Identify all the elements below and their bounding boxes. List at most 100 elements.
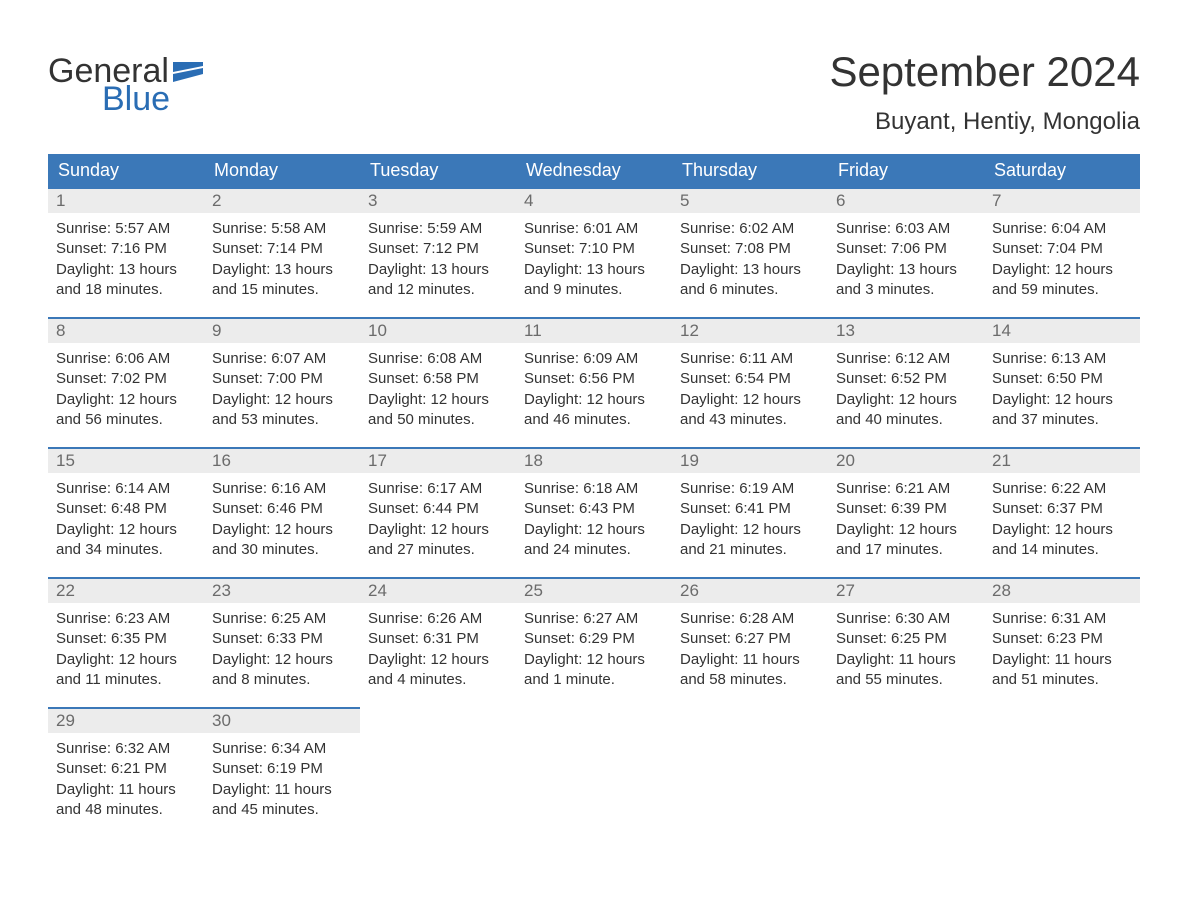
daylight-line: Daylight: 11 hours and 45 minutes.: [212, 780, 352, 821]
day-number: 29: [56, 711, 75, 730]
day-content: Sunrise: 6:13 AMSunset: 6:50 PMDaylight:…: [984, 343, 1140, 434]
calendar-cell: 18Sunrise: 6:18 AMSunset: 6:43 PMDayligh…: [516, 447, 672, 577]
calendar-row: 8Sunrise: 6:06 AMSunset: 7:02 PMDaylight…: [48, 317, 1140, 447]
weekday-header: Monday: [204, 154, 360, 187]
day-number-row: 23: [204, 577, 360, 603]
sunrise-line: Sunrise: 6:30 AM: [836, 609, 976, 629]
day-content: Sunrise: 5:59 AMSunset: 7:12 PMDaylight:…: [360, 213, 516, 304]
sunrise-line: Sunrise: 6:09 AM: [524, 349, 664, 369]
day-number: 19: [680, 451, 699, 470]
calendar-cell: 16 Sunrise: 6:16 AMSunset: 6:46 PMDayligh…: [204, 447, 360, 577]
calendar-body: 1Sunrise: 5:57 AMSunset: 7:16 PMDaylight…: [48, 187, 1140, 837]
day-content: Sunrise: 6:19 AMSunset: 6:41 PMDaylight:…: [672, 473, 828, 564]
calendar-cell: 4Sunrise: 6:01 AMSunset: 7:10 PMDaylight…: [516, 187, 672, 317]
day-number: 22: [56, 581, 75, 600]
daylight-line: Daylight: 11 hours and 51 minutes.: [992, 650, 1132, 691]
calendar-cell: 17 Sunrise: 6:17 AMSunset: 6:44 PMDayligh…: [360, 447, 516, 577]
daylight-line: Daylight: 13 hours and 18 minutes.: [56, 260, 196, 301]
day-number: 30: [212, 711, 231, 730]
day-number-row: 18: [516, 447, 672, 473]
day-content: Sunrise: 6:14 AMSunset: 6:48 PMDaylight:…: [48, 473, 204, 564]
sunrise-line: Sunrise: 6:17 AM: [368, 479, 508, 499]
weekday-header: Friday: [828, 154, 984, 187]
calendar-row: 15Sunrise: 6:14 AMSunset: 6:48 PMDayligh…: [48, 447, 1140, 577]
calendar-cell: 25Sunrise: 6:27 AMSunset: 6:29 PMDayligh…: [516, 577, 672, 707]
sunrise-line: Sunrise: 6:04 AM: [992, 219, 1132, 239]
day-number: 21: [992, 451, 1011, 470]
daylight-line: Daylight: 13 hours and 9 minutes.: [524, 260, 664, 301]
day-number-row: 5: [672, 187, 828, 213]
day-number: 20: [836, 451, 855, 470]
day-number: 26: [680, 581, 699, 600]
calendar-cell: 11Sunrise: 6:09 AMSunset: 6:56 PMDayligh…: [516, 317, 672, 447]
sunrise-line: Sunrise: 5:57 AM: [56, 219, 196, 239]
daylight-line: Daylight: 12 hours and 14 minutes.: [992, 520, 1132, 561]
daylight-line: Daylight: 12 hours and 8 minutes.: [212, 650, 352, 691]
sunrise-line: Sunrise: 6:34 AM: [212, 739, 352, 759]
day-content: Sunrise: 6:04 AMSunset: 7:04 PMDaylight:…: [984, 213, 1140, 304]
sunset-line: Sunset: 7:06 PM: [836, 239, 976, 259]
day-content: Sunrise: 5:58 AMSunset: 7:14 PMDaylight:…: [204, 213, 360, 304]
calendar-cell: 12Sunrise: 6:11 AMSunset: 6:54 PMDayligh…: [672, 317, 828, 447]
day-content: Sunrise: 6:34 AMSunset: 6:19 PMDaylight:…: [204, 733, 360, 824]
sunrise-line: Sunrise: 6:32 AM: [56, 739, 196, 759]
day-number-row: 24: [360, 577, 516, 603]
day-number: 16: [212, 451, 231, 470]
daylight-line: Daylight: 13 hours and 3 minutes.: [836, 260, 976, 301]
day-number: 23: [212, 581, 231, 600]
day-number-row: 25: [516, 577, 672, 603]
day-number: 24: [368, 581, 387, 600]
sunset-line: Sunset: 6:31 PM: [368, 629, 508, 649]
daylight-line: Daylight: 12 hours and 50 minutes.: [368, 390, 508, 431]
calendar-header-row: SundayMondayTuesdayWednesdayThursdayFrid…: [48, 154, 1140, 187]
day-content: Sunrise: 6:02 AMSunset: 7:08 PMDaylight:…: [672, 213, 828, 304]
day-number: 6: [836, 191, 845, 210]
calendar-cell: 1Sunrise: 5:57 AMSunset: 7:16 PMDaylight…: [48, 187, 204, 317]
sunrise-line: Sunrise: 6:01 AM: [524, 219, 664, 239]
day-number: 3: [368, 191, 377, 210]
day-content: Sunrise: 6:16 AMSunset: 6:46 PMDaylight:…: [204, 473, 360, 564]
day-number: 7: [992, 191, 1001, 210]
day-number-row: 22: [48, 577, 204, 603]
sunrise-line: Sunrise: 6:26 AM: [368, 609, 508, 629]
sunrise-line: Sunrise: 6:08 AM: [368, 349, 508, 369]
day-number: 5: [680, 191, 689, 210]
sunset-line: Sunset: 6:50 PM: [992, 369, 1132, 389]
calendar-cell: 29Sunrise: 6:32 AMSunset: 6:21 PMDayligh…: [48, 707, 204, 837]
day-number-row: 8: [48, 317, 204, 343]
calendar-cell: 10Sunrise: 6:08 AMSunset: 6:58 PMDayligh…: [360, 317, 516, 447]
day-content: Sunrise: 6:30 AMSunset: 6:25 PMDaylight:…: [828, 603, 984, 694]
day-number-row: 26: [672, 577, 828, 603]
calendar-cell: 24 Sunrise: 6:26 AMSunset: 6:31 PMDayligh…: [360, 577, 516, 707]
calendar-cell: 30 Sunrise: 6:34 AMSunset: 6:19 PMDayligh…: [204, 707, 360, 837]
daylight-line: Daylight: 12 hours and 11 minutes.: [56, 650, 196, 691]
weekday-header: Sunday: [48, 154, 204, 187]
sunset-line: Sunset: 7:12 PM: [368, 239, 508, 259]
calendar-row: 22 Sunrise: 6:23 AMSunset: 6:35 PMDayligh…: [48, 577, 1140, 707]
day-number: 2: [212, 191, 221, 210]
calendar-cell: 28Sunrise: 6:31 AMSunset: 6:23 PMDayligh…: [984, 577, 1140, 707]
calendar-cell: 8Sunrise: 6:06 AMSunset: 7:02 PMDaylight…: [48, 317, 204, 447]
calendar-cell: 9Sunrise: 6:07 AMSunset: 7:00 PMDaylight…: [204, 317, 360, 447]
sunset-line: Sunset: 7:00 PM: [212, 369, 352, 389]
sunset-line: Sunset: 7:14 PM: [212, 239, 352, 259]
sunrise-line: Sunrise: 6:11 AM: [680, 349, 820, 369]
day-content: Sunrise: 6:12 AMSunset: 6:52 PMDaylight:…: [828, 343, 984, 434]
day-number-row: 13: [828, 317, 984, 343]
day-number: 17: [368, 451, 387, 470]
sunset-line: Sunset: 6:37 PM: [992, 499, 1132, 519]
day-content: Sunrise: 6:17 AMSunset: 6:44 PMDaylight:…: [360, 473, 516, 564]
sunrise-line: Sunrise: 6:19 AM: [680, 479, 820, 499]
day-content: Sunrise: 6:23 AMSunset: 6:35 PMDaylight:…: [48, 603, 204, 694]
calendar-cell: [984, 707, 1140, 837]
daylight-line: Daylight: 12 hours and 4 minutes.: [368, 650, 508, 691]
daylight-line: Daylight: 12 hours and 1 minute.: [524, 650, 664, 691]
calendar-cell: [828, 707, 984, 837]
day-number: 27: [836, 581, 855, 600]
calendar-table: SundayMondayTuesdayWednesdayThursdayFrid…: [48, 154, 1140, 837]
calendar-cell: 15Sunrise: 6:14 AMSunset: 6:48 PMDayligh…: [48, 447, 204, 577]
daylight-line: Daylight: 12 hours and 17 minutes.: [836, 520, 976, 561]
day-number-row: 10: [360, 317, 516, 343]
sunset-line: Sunset: 7:08 PM: [680, 239, 820, 259]
day-content: Sunrise: 6:28 AMSunset: 6:27 PMDaylight:…: [672, 603, 828, 694]
